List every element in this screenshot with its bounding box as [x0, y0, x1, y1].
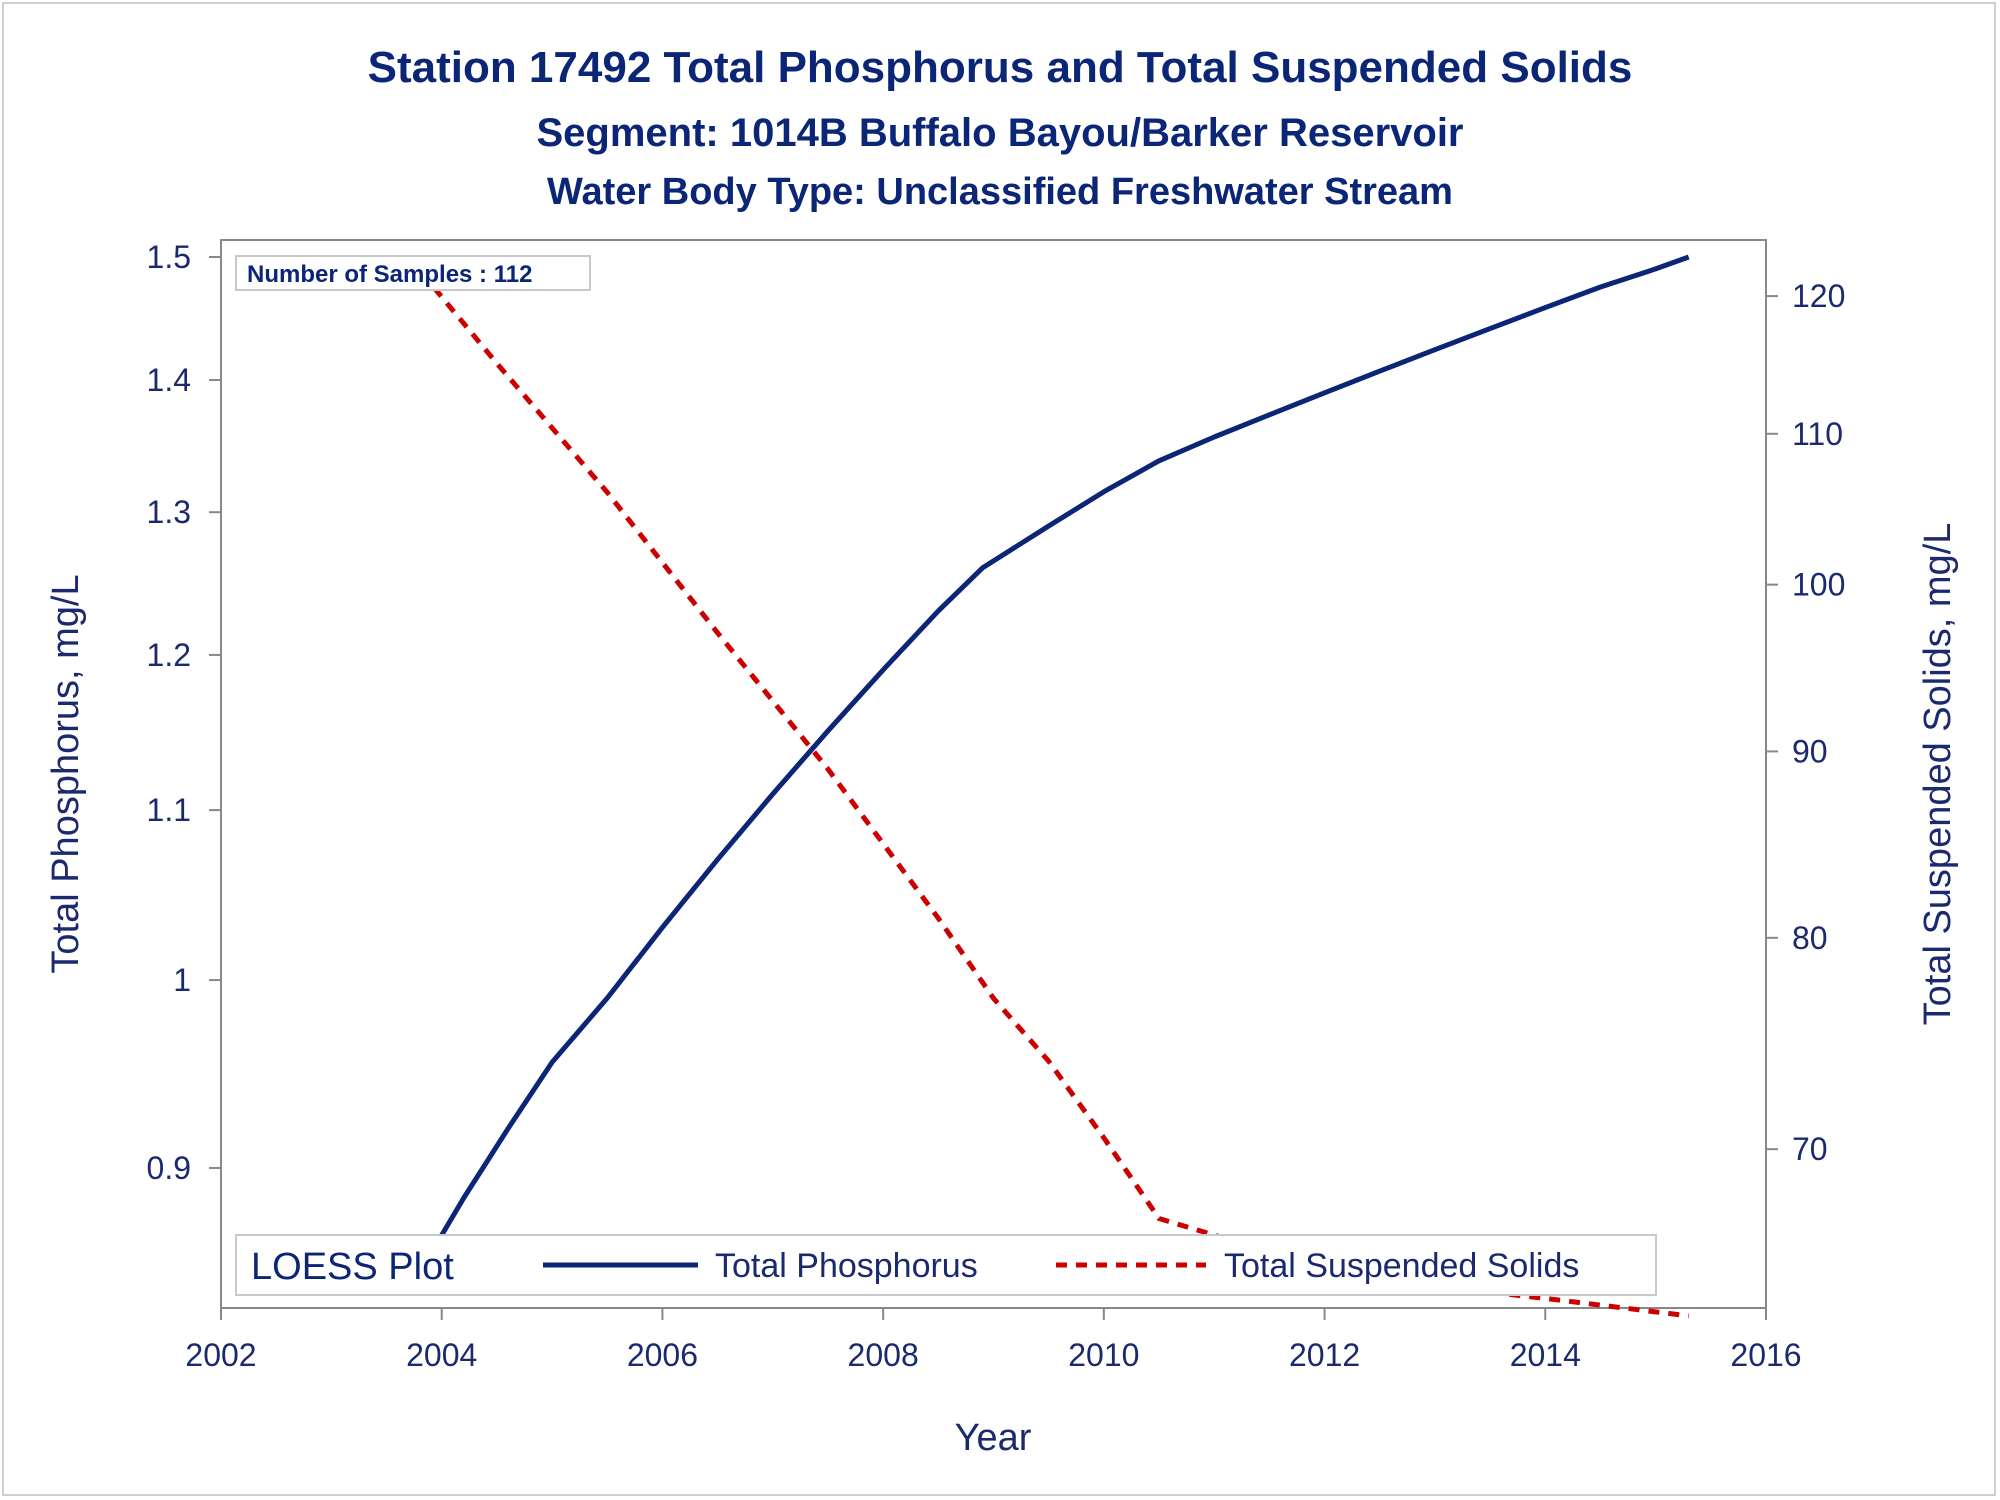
- plot-area: [220, 239, 1767, 1309]
- x-tick-label: 2008: [848, 1337, 919, 1373]
- x-axis-label: Year: [955, 1417, 1032, 1459]
- legend-title: LOESS Plot: [251, 1246, 454, 1288]
- legend: LOESS Plot Total Phosphorus Total Suspen…: [235, 1234, 1657, 1296]
- y-right-tick-label: 70: [1792, 1131, 1828, 1167]
- y-left-tick-label: 1.5: [147, 239, 191, 275]
- y-right-tick-label: 100: [1792, 567, 1845, 603]
- legend-label-phosphorus: Total Phosphorus: [715, 1247, 978, 1285]
- y-left-tick-label: 1.3: [147, 494, 191, 530]
- y-right-tick-label: 80: [1792, 920, 1828, 956]
- x-tick-label: 2012: [1289, 1337, 1360, 1373]
- series-line-phosphorus: [406, 254, 1690, 1293]
- y-axis-right-label: Total Suspended Solids, mg/L: [1917, 523, 1959, 1026]
- y-left-tick-label: 1: [173, 962, 191, 998]
- chart-subtitle: Segment: 1014B Buffalo Bayou/Barker Rese…: [537, 111, 1464, 155]
- y-right-tick-label: 90: [1792, 733, 1828, 769]
- y-left-tick-label: 1.2: [147, 637, 191, 673]
- y-left-tick-label: 1.1: [147, 792, 191, 828]
- chart-subtitle-2: Water Body Type: Unclassified Freshwater…: [547, 171, 1453, 213]
- x-tick-label: 2010: [1068, 1337, 1139, 1373]
- y-axis-right: 70 80 90 100 110 120: [1766, 278, 1845, 1167]
- x-tick-label: 2014: [1510, 1337, 1581, 1373]
- sample-count-annotation: Number of Samples : 112: [247, 261, 532, 288]
- x-tick-label: 2004: [406, 1337, 477, 1373]
- y-left-tick-label: 0.9: [147, 1150, 191, 1186]
- sample-count-box: Number of Samples : 112: [235, 255, 591, 291]
- y-axis-left: 0.9 1 1.1 1.2 1.3 1.4 1.5: [147, 239, 221, 1186]
- x-axis: 2002 2004 2006 2008 2010 2012 2014 2016: [185, 1308, 1802, 1373]
- legend-label-tss: Total Suspended Solids: [1224, 1247, 1579, 1285]
- series-layer: [406, 254, 1690, 1319]
- x-tick-label: 2006: [627, 1337, 698, 1373]
- y-right-tick-label: 120: [1792, 278, 1845, 314]
- series-line-tss: [406, 255, 1690, 1319]
- y-left-tick-label: 1.4: [147, 362, 191, 398]
- y-right-tick-label: 110: [1792, 416, 1843, 452]
- x-tick-label: 2016: [1730, 1337, 1801, 1373]
- y-axis-left-label: Total Phosphorus, mg/L: [45, 574, 87, 973]
- x-tick-label: 2002: [185, 1337, 256, 1373]
- chart-title: Station 17492 Total Phosphorus and Total…: [368, 43, 1633, 92]
